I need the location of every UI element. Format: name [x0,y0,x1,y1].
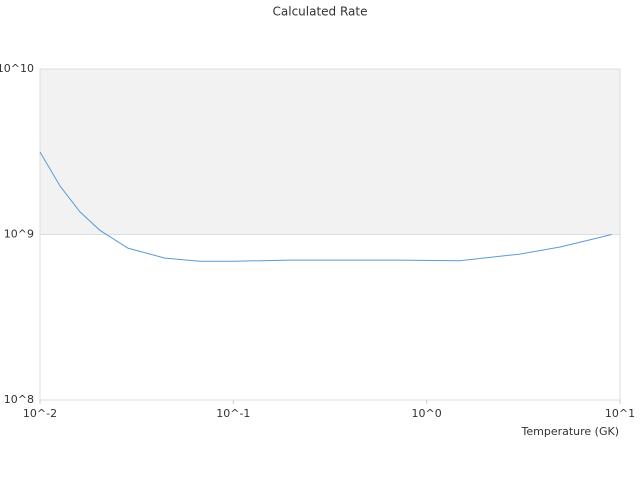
plot-band [40,69,620,235]
x-tick-label: 10^-1 [216,407,250,420]
y-tick-label: 10^10 [0,62,34,75]
x-axis-label: Temperature (GK) [521,425,620,438]
data-line [39,151,612,262]
x-tick-label: 10^1 [605,407,635,420]
x-tick-label: 10^-2 [23,407,57,420]
chart-title: Calculated Rate [273,5,368,19]
y-tick-label: 10^8 [4,393,34,406]
y-tick-label: 10^9 [4,228,34,241]
x-tick-label: 10^0 [412,407,442,420]
